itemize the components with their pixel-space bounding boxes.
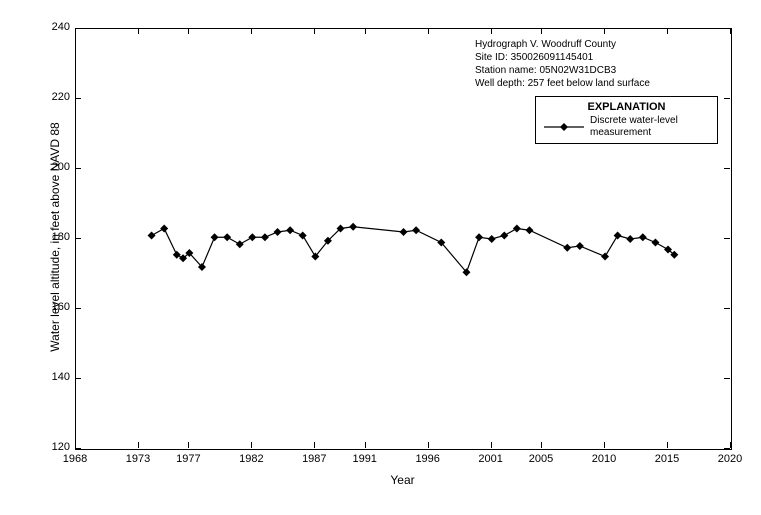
x-tick-label: 2001 bbox=[471, 453, 511, 465]
x-tick-label: 1991 bbox=[345, 453, 385, 465]
x-tick-label: 1973 bbox=[118, 453, 158, 465]
x-axis-label: Year bbox=[373, 473, 433, 487]
info-well-depth: Well depth: 257 feet below land surface bbox=[475, 77, 650, 90]
legend-marker-icon bbox=[544, 121, 584, 133]
legend-box: EXPLANATION Discrete water-level measure… bbox=[535, 96, 718, 144]
y-tick-label: 180 bbox=[40, 231, 70, 243]
legend-title: EXPLANATION bbox=[544, 101, 709, 113]
legend-item-label: Discrete water-level measurement bbox=[590, 115, 678, 139]
y-tick-label: 220 bbox=[40, 91, 70, 103]
plot-area bbox=[75, 28, 732, 450]
x-tick-label: 1977 bbox=[168, 453, 208, 465]
site-info-block: Hydrograph V. Woodruff County Site ID: 3… bbox=[475, 38, 650, 90]
y-tick-label: 240 bbox=[40, 21, 70, 33]
y-tick-label: 160 bbox=[40, 301, 70, 313]
info-site-id: Site ID: 350026091145401 bbox=[475, 51, 650, 64]
x-tick-label: 2005 bbox=[521, 453, 561, 465]
legend-item: Discrete water-level measurement bbox=[544, 115, 709, 139]
info-station-name: Station name: 05N02W31DCB3 bbox=[475, 64, 650, 77]
x-tick-label: 2010 bbox=[584, 453, 624, 465]
y-tick-label: 120 bbox=[40, 441, 70, 453]
hydrograph-chart: Water level altitude, in feet above NAVD… bbox=[0, 0, 761, 515]
chart-svg bbox=[76, 29, 731, 449]
x-tick-label: 1996 bbox=[408, 453, 448, 465]
x-tick-label: 1968 bbox=[55, 453, 95, 465]
x-tick-label: 2015 bbox=[647, 453, 687, 465]
info-county: Hydrograph V. Woodruff County bbox=[475, 38, 650, 51]
x-tick-label: 2020 bbox=[710, 453, 750, 465]
x-tick-label: 1987 bbox=[294, 453, 334, 465]
x-tick-label: 1982 bbox=[231, 453, 271, 465]
y-tick-label: 140 bbox=[40, 371, 70, 383]
y-tick-label: 200 bbox=[40, 161, 70, 173]
